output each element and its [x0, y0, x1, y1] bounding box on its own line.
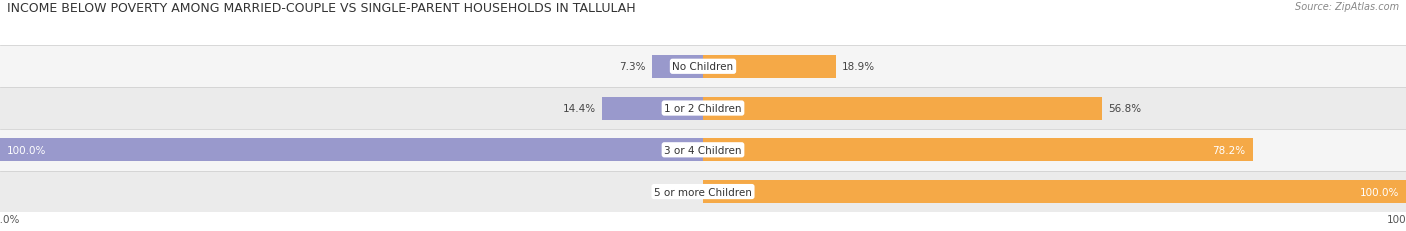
Bar: [0, 88, 1406, 129]
Bar: [703, 97, 1102, 120]
Text: 14.4%: 14.4%: [562, 103, 596, 114]
Text: 5 or more Children: 5 or more Children: [654, 187, 752, 197]
Text: 0.0%: 0.0%: [668, 187, 695, 197]
Bar: [602, 97, 703, 120]
Text: Source: ZipAtlas.com: Source: ZipAtlas.com: [1295, 2, 1399, 12]
Bar: [0, 129, 1406, 171]
Text: 7.3%: 7.3%: [620, 62, 647, 72]
Bar: [0, 171, 1406, 213]
Bar: [0, 46, 1406, 88]
Bar: [703, 55, 835, 78]
Text: 78.2%: 78.2%: [1212, 145, 1246, 155]
Bar: [703, 180, 1406, 203]
Text: 18.9%: 18.9%: [841, 62, 875, 72]
Text: 3 or 4 Children: 3 or 4 Children: [664, 145, 742, 155]
Bar: [0, 139, 703, 162]
Text: 56.8%: 56.8%: [1108, 103, 1142, 114]
Text: No Children: No Children: [672, 62, 734, 72]
Text: 1 or 2 Children: 1 or 2 Children: [664, 103, 742, 114]
Text: 100.0%: 100.0%: [1360, 187, 1399, 197]
Bar: [703, 139, 1253, 162]
Text: 100.0%: 100.0%: [7, 145, 46, 155]
Bar: [652, 55, 703, 78]
Text: INCOME BELOW POVERTY AMONG MARRIED-COUPLE VS SINGLE-PARENT HOUSEHOLDS IN TALLULA: INCOME BELOW POVERTY AMONG MARRIED-COUPL…: [7, 2, 636, 15]
